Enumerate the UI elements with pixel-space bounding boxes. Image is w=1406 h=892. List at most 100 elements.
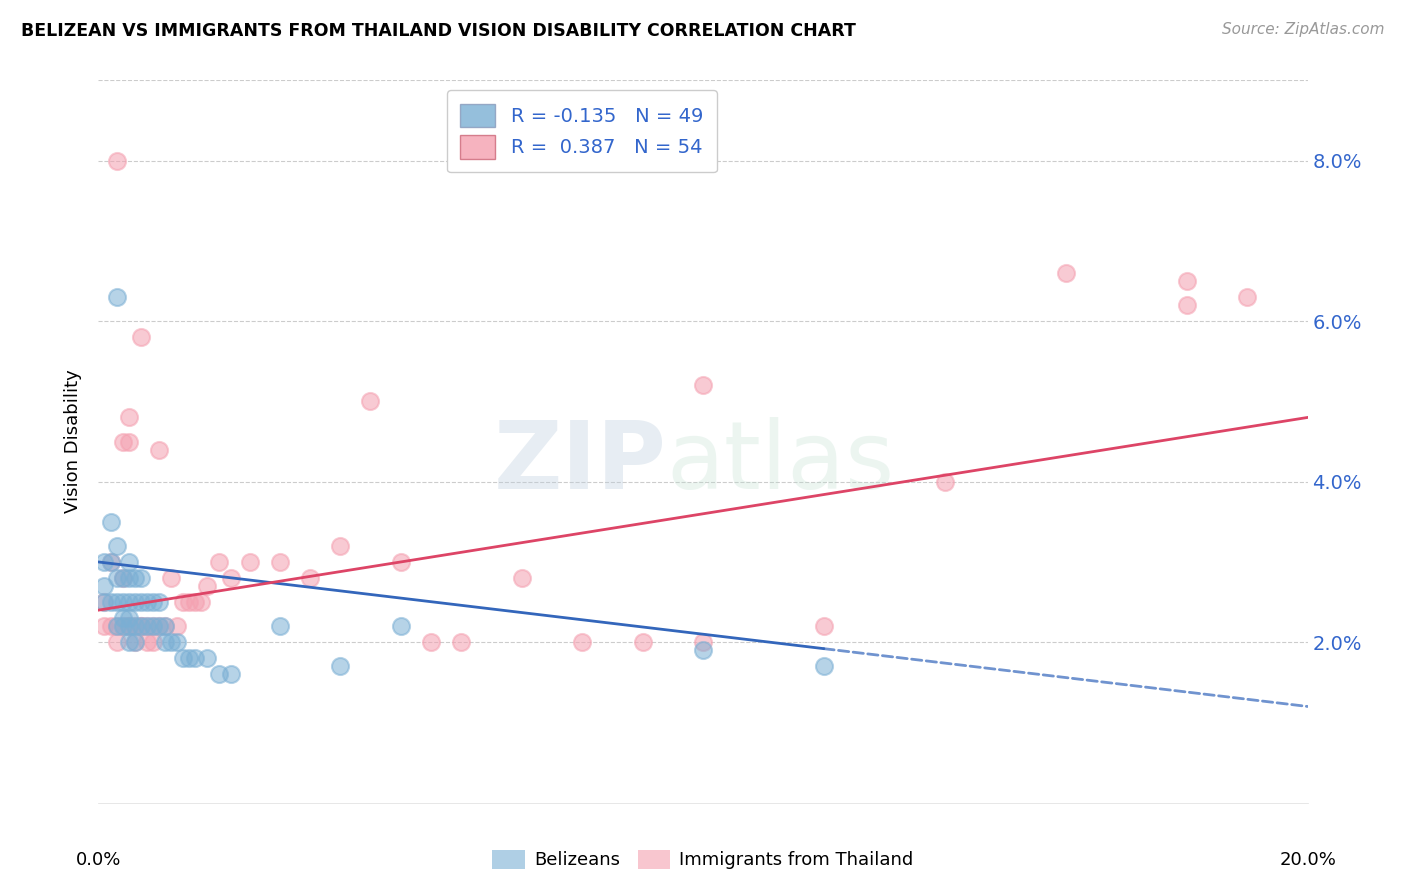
Point <box>692 378 714 392</box>
Text: atlas: atlas <box>666 417 896 509</box>
Text: Source: ZipAtlas.com: Source: ZipAtlas.com <box>1222 22 1385 37</box>
Point <box>129 595 152 609</box>
Point <box>329 659 352 673</box>
Point <box>93 595 115 609</box>
Point <box>118 571 141 585</box>
Point <box>221 667 243 681</box>
Point <box>360 394 382 409</box>
Point <box>105 635 128 649</box>
Point <box>172 651 194 665</box>
Point <box>179 651 201 665</box>
Text: ZIP: ZIP <box>494 417 666 509</box>
Point <box>142 619 165 633</box>
Point <box>148 619 170 633</box>
Point <box>1175 274 1198 288</box>
Point <box>129 619 152 633</box>
Point <box>195 579 218 593</box>
Point <box>118 619 141 633</box>
Point <box>148 595 170 609</box>
Point <box>129 330 152 344</box>
Point <box>142 595 165 609</box>
Point <box>118 434 141 449</box>
Point <box>100 555 122 569</box>
Point <box>111 619 134 633</box>
Point <box>934 475 956 489</box>
Point <box>450 635 472 649</box>
Point <box>111 571 134 585</box>
Point <box>100 595 122 609</box>
Point <box>692 635 714 649</box>
Point <box>124 635 146 649</box>
Point <box>111 619 134 633</box>
Point <box>208 667 231 681</box>
Point <box>221 571 243 585</box>
Point <box>118 619 141 633</box>
Point <box>269 555 291 569</box>
Point <box>124 571 146 585</box>
Point <box>195 651 218 665</box>
Point <box>692 643 714 657</box>
Point <box>129 619 152 633</box>
Point <box>239 555 262 569</box>
Point <box>190 595 212 609</box>
Point <box>93 595 115 609</box>
Point <box>124 619 146 633</box>
Point <box>172 595 194 609</box>
Point <box>100 619 122 633</box>
Point <box>129 571 152 585</box>
Text: 20.0%: 20.0% <box>1279 851 1336 869</box>
Point <box>111 434 134 449</box>
Point <box>105 571 128 585</box>
Point <box>299 571 322 585</box>
Point <box>93 555 115 569</box>
Point <box>389 555 412 569</box>
Point <box>135 619 157 633</box>
Point <box>118 619 141 633</box>
Legend: R = -0.135   N = 49, R =  0.387   N = 54: R = -0.135 N = 49, R = 0.387 N = 54 <box>447 90 717 172</box>
Point <box>1054 266 1077 280</box>
Point <box>329 539 352 553</box>
Point <box>142 635 165 649</box>
Point <box>184 595 207 609</box>
Point <box>631 635 654 649</box>
Point <box>111 595 134 609</box>
Point <box>118 555 141 569</box>
Point <box>510 571 533 585</box>
Point <box>571 635 593 649</box>
Point <box>105 619 128 633</box>
Point <box>148 619 170 633</box>
Point <box>135 619 157 633</box>
Point <box>118 595 141 609</box>
Point <box>813 659 835 673</box>
Point <box>135 595 157 609</box>
Point <box>124 635 146 649</box>
Point <box>166 619 188 633</box>
Point <box>1236 290 1258 304</box>
Point <box>142 619 165 633</box>
Point <box>105 290 128 304</box>
Point <box>105 539 128 553</box>
Point <box>118 611 141 625</box>
Point <box>118 410 141 425</box>
Point <box>124 619 146 633</box>
Point <box>269 619 291 633</box>
Point <box>153 619 176 633</box>
Text: BELIZEAN VS IMMIGRANTS FROM THAILAND VISION DISABILITY CORRELATION CHART: BELIZEAN VS IMMIGRANTS FROM THAILAND VIS… <box>21 22 856 40</box>
Text: 0.0%: 0.0% <box>76 851 121 869</box>
Point <box>111 611 134 625</box>
Point <box>184 651 207 665</box>
Point <box>420 635 443 649</box>
Point <box>105 595 128 609</box>
Y-axis label: Vision Disability: Vision Disability <box>65 369 83 514</box>
Point <box>111 571 134 585</box>
Point <box>153 619 176 633</box>
Point <box>105 619 128 633</box>
Point <box>389 619 412 633</box>
Point <box>166 635 188 649</box>
Point <box>100 515 122 529</box>
Point <box>129 619 152 633</box>
Point <box>208 555 231 569</box>
Point <box>93 579 115 593</box>
Point <box>105 153 128 168</box>
Point <box>100 555 122 569</box>
